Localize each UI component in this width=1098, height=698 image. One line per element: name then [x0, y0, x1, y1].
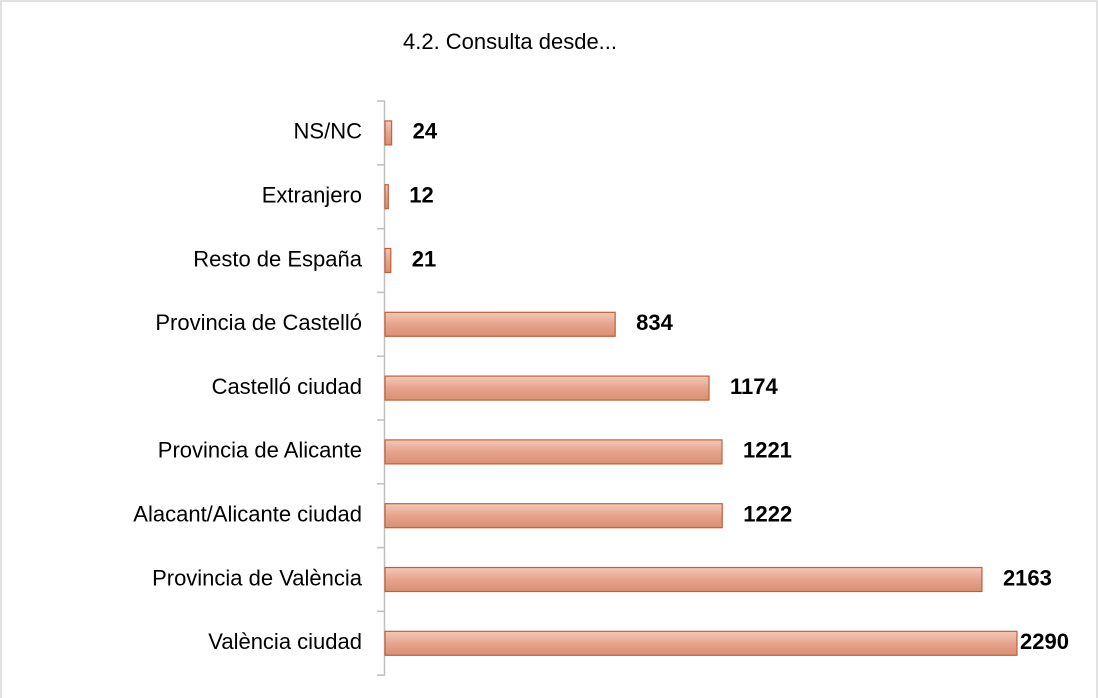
value-label: 1221: [743, 438, 792, 463]
value-label: 1222: [743, 502, 792, 527]
y-tick-label: Provincia de Castelló: [155, 310, 362, 335]
value-label: 12: [409, 183, 433, 208]
bar: [384, 630, 1018, 656]
y-tick-label: València ciudad: [208, 629, 362, 654]
value-label: 21: [412, 246, 436, 271]
value-label: 1174: [730, 374, 778, 399]
chart-title: 4.2. Consulta desde...: [403, 29, 617, 54]
y-tick-label: Alacant/Alicante ciudad: [133, 502, 362, 527]
bar: [384, 439, 723, 465]
y-tick-label: NS/NC: [294, 119, 363, 144]
bar: [384, 120, 393, 146]
bar: [384, 566, 983, 593]
bar: [384, 311, 616, 337]
y-tick-label: Provincia de Alicante: [158, 438, 362, 463]
value-label: 24: [413, 119, 438, 144]
value-label: 2163: [1003, 565, 1052, 590]
y-tick-label: Castelló ciudad: [212, 374, 362, 399]
value-label: 2290: [1020, 629, 1069, 654]
y-tick-label: Resto de España: [193, 246, 363, 271]
bar: [384, 184, 389, 210]
y-tick-label: Extranjero: [262, 183, 362, 208]
bar: [384, 375, 710, 401]
bar: [384, 247, 392, 274]
y-tick-label: Provincia de València: [152, 565, 363, 590]
bar: [384, 503, 723, 529]
value-label: 834: [636, 310, 673, 335]
